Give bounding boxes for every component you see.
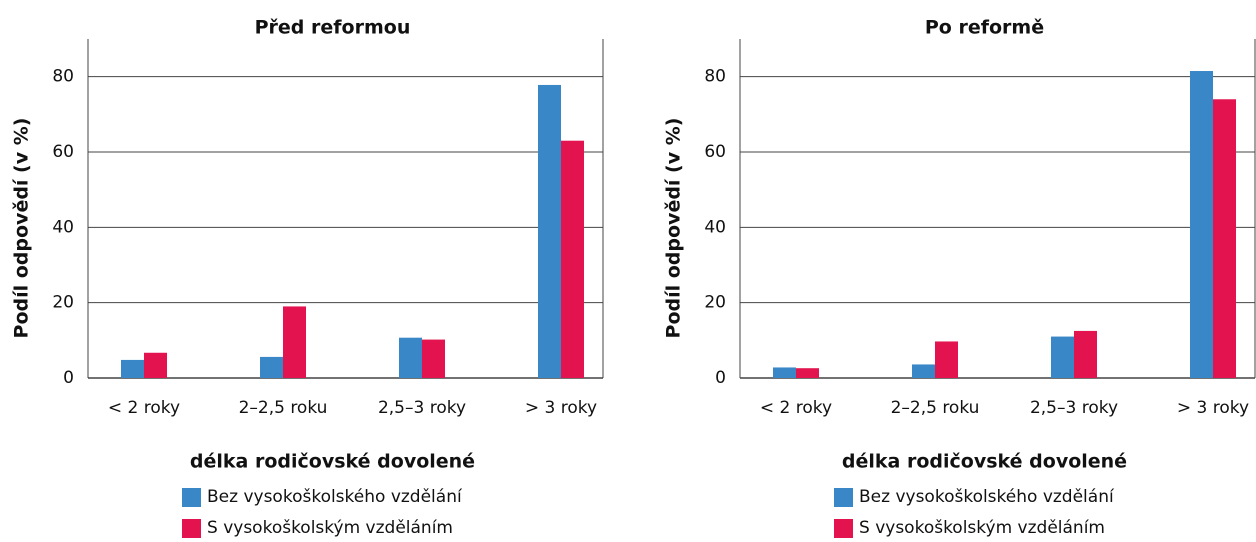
chart-title: Po reformě (925, 17, 1044, 39)
y-tick-label: 80 (52, 67, 74, 87)
bar (121, 359, 144, 378)
x-tick-label: 2,5–3 roky (378, 398, 466, 418)
y-tick-label: 0 (715, 368, 726, 388)
bar (399, 337, 422, 378)
legend-swatch (182, 488, 201, 507)
bar (1213, 99, 1236, 379)
bar (912, 364, 935, 378)
x-tick-label: > 3 roky (1177, 398, 1249, 418)
x-tick-label: 2,5–3 roky (1030, 398, 1118, 418)
x-tick-label: < 2 roky (108, 398, 180, 418)
y-tick-label: 40 (704, 217, 726, 237)
bar (260, 356, 283, 378)
y-axis-label: Podíl odpovědí (v %) (11, 118, 33, 339)
legend-swatch (182, 519, 201, 538)
x-axis-label: délka rodičovské dovolené (190, 451, 475, 473)
legend-label: Bez vysokoškolského vzdělání (207, 487, 463, 507)
x-axis-label: délka rodičovské dovolené (842, 451, 1127, 473)
y-tick-label: 20 (704, 293, 726, 313)
legend-label: Bez vysokoškolského vzdělání (859, 487, 1115, 507)
y-tick-label: 40 (52, 217, 74, 237)
legend-label: S vysokoškolským vzděláním (207, 518, 453, 538)
x-tick-label: 2–2,5 roku (891, 398, 980, 418)
y-tick-label: 20 (52, 293, 74, 313)
bar (422, 339, 445, 378)
bar (144, 352, 167, 378)
bar (283, 306, 306, 378)
legend-swatch (834, 488, 853, 507)
bar (1074, 330, 1097, 378)
legend-label: S vysokoškolským vzděláním (859, 518, 1105, 538)
bar (935, 341, 958, 378)
x-tick-label: < 2 roky (760, 398, 832, 418)
bar (538, 84, 561, 378)
bar (1190, 71, 1213, 379)
legend-swatch (834, 519, 853, 538)
y-axis-label: Podíl odpovědí (v %) (663, 118, 685, 339)
y-tick-label: 60 (52, 142, 74, 162)
y-tick-label: 0 (63, 368, 74, 388)
chart-title: Před reformou (255, 17, 411, 39)
bar (773, 367, 796, 378)
y-tick-label: 60 (704, 142, 726, 162)
x-tick-label: > 3 roky (525, 398, 597, 418)
y-tick-label: 80 (704, 67, 726, 87)
bar (561, 140, 584, 378)
bar (1051, 336, 1074, 378)
bar (796, 368, 819, 378)
x-tick-label: 2–2,5 roku (239, 398, 328, 418)
